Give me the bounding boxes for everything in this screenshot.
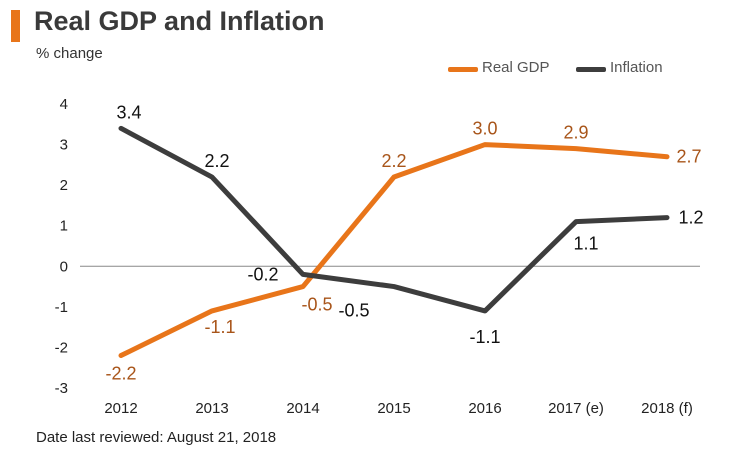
data-label-inflation: -0.5 <box>338 301 369 321</box>
x-tick-label: 2014 <box>286 400 319 417</box>
x-tick-label: 2012 <box>104 400 137 417</box>
chart-title: Real GDP and Inflation <box>34 6 325 36</box>
x-tick-label: 2017 (e) <box>548 400 604 417</box>
data-label-inflation: 1.2 <box>678 208 703 228</box>
data-label-real-gdp: -0.5 <box>301 295 332 315</box>
y-axis-ticks: -3 -2 -1 0 1 2 3 4 <box>55 96 68 397</box>
data-label-real-gdp: 2.2 <box>381 151 406 171</box>
legend-swatch-real-gdp <box>448 67 478 72</box>
legend-swatch-inflation <box>576 67 606 72</box>
x-tick-label: 2013 <box>195 400 228 417</box>
data-label-inflation: 3.4 <box>116 102 141 122</box>
data-label-inflation: 1.1 <box>573 234 598 254</box>
legend-label-real-gdp: Real GDP <box>482 59 550 76</box>
y-tick-label: 0 <box>60 258 68 275</box>
data-label-real-gdp: 2.7 <box>676 147 701 167</box>
y-tick-label: 1 <box>60 218 68 235</box>
series-lines <box>118 125 670 359</box>
y-tick-label: 3 <box>60 137 68 154</box>
data-label-real-gdp: 3.0 <box>472 119 497 139</box>
data-label-inflation: -1.1 <box>469 327 500 347</box>
y-tick-label: 4 <box>60 96 68 113</box>
title-accent-bar <box>11 10 20 42</box>
data-label-real-gdp: -2.2 <box>105 364 136 384</box>
chart-subtitle: % change <box>36 45 103 62</box>
data-label-real-gdp: 2.9 <box>563 123 588 143</box>
x-tick-label: 2018 (f) <box>641 400 693 417</box>
y-tick-label: -3 <box>55 380 68 397</box>
series-line-inflation <box>118 125 670 314</box>
legend-label-inflation: Inflation <box>610 59 663 76</box>
footnote-date-reviewed: Date last reviewed: August 21, 2018 <box>36 429 277 446</box>
x-tick-label: 2016 <box>468 400 501 417</box>
y-tick-label: 2 <box>60 177 68 194</box>
data-label-inflation: -0.2 <box>247 264 278 284</box>
data-labels: -2.2 -1.1 -0.5 2.2 3.0 2.9 2.7 3.4 2.2 -0.2 -0.5 -1… <box>105 102 703 383</box>
data-label-real-gdp: -1.1 <box>204 317 235 337</box>
x-axis-ticks: 2012 2013 2014 2015 2016 2017 (e) 2018 (f) <box>104 400 693 417</box>
x-tick-label: 2015 <box>377 400 410 417</box>
y-tick-label: -2 <box>55 339 68 356</box>
data-label-inflation: 2.2 <box>204 151 229 171</box>
y-tick-label: -1 <box>55 299 68 316</box>
series-line-real-gdp <box>118 142 670 359</box>
